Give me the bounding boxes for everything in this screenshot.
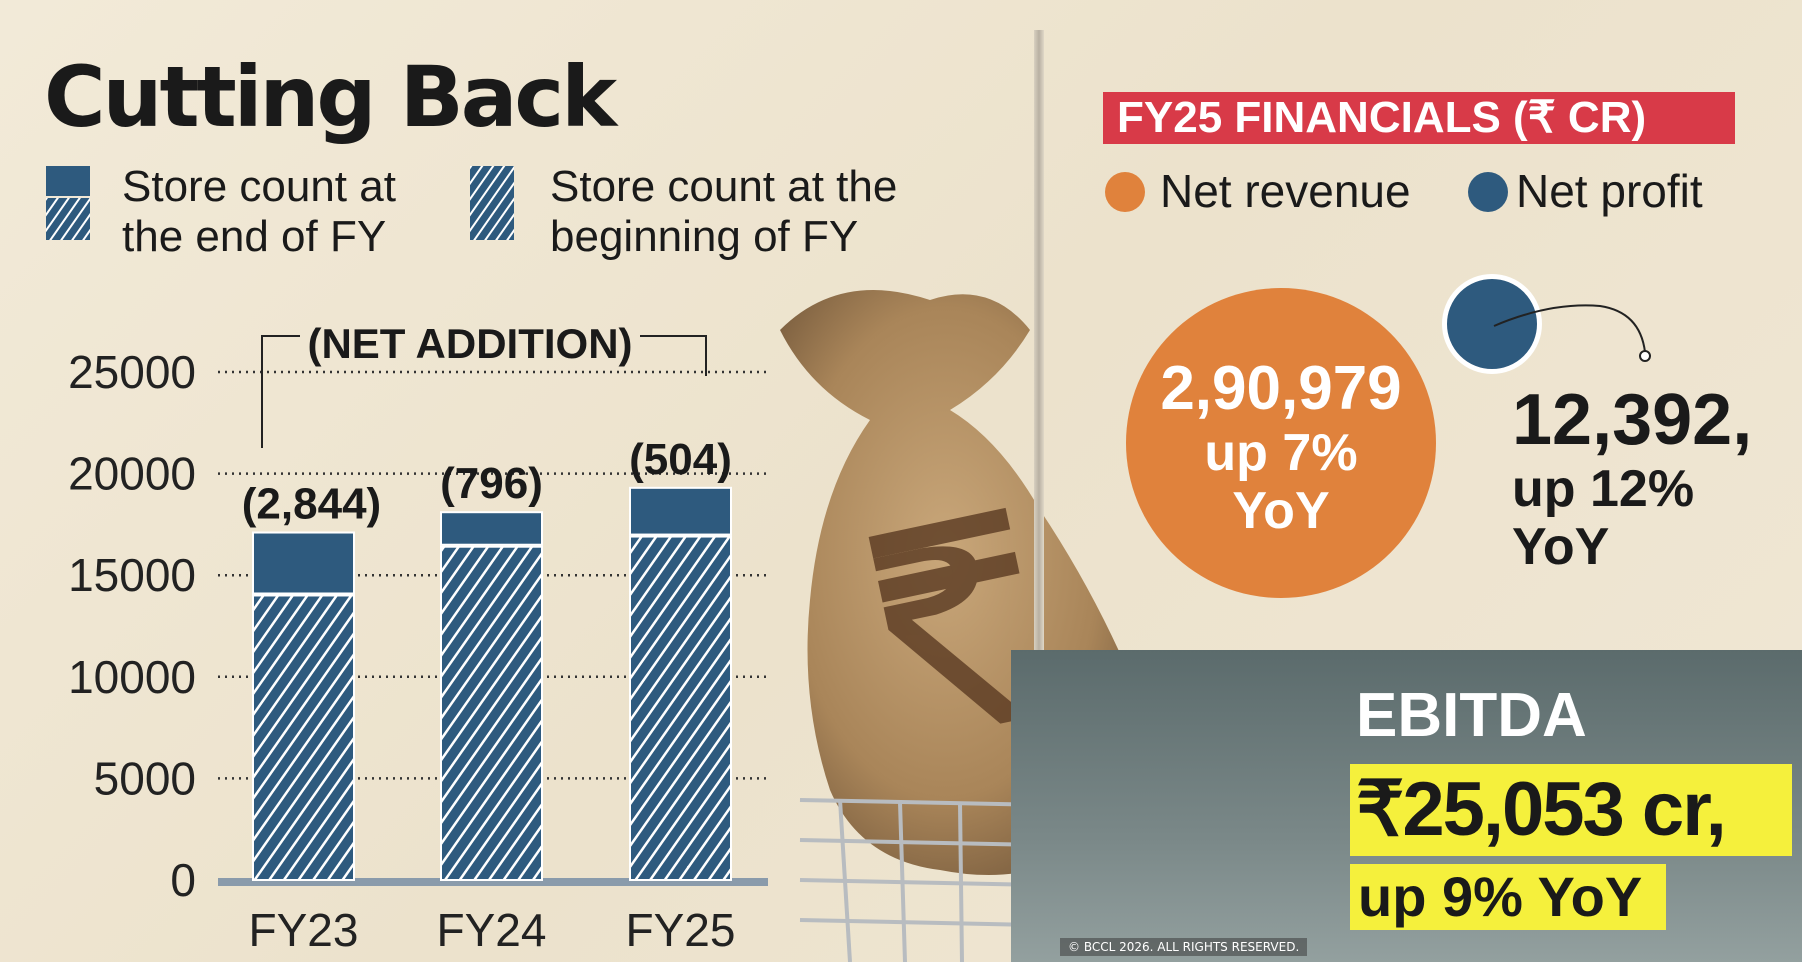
profit-connector-line [1493,304,1651,362]
y-tick-label: 20000 [68,448,196,500]
x-axis-baseline [218,878,768,886]
x-tick-label: FY24 [437,904,547,956]
legend-end-label: Store count at the end of FY [122,162,396,262]
section-divider [1034,30,1044,670]
net-addition-label: (2,844) [242,480,381,529]
net-profit-circle [1442,274,1542,374]
net-profit-change: up 12% [1512,460,1695,518]
legend-begin-label: Store count at the beginning of FY [550,162,897,262]
bar-beginning-of-fy [252,594,355,881]
y-tick-label: 25000 [68,346,196,398]
net-revenue-value: 2,90,979 [1160,354,1402,423]
y-tick-label: 10000 [68,651,196,703]
net-addition-label: (504) [629,435,732,484]
y-tick-label: 15000 [68,549,196,601]
net-revenue-legend-label: Net revenue [1160,165,1411,217]
y-tick-label: 0 [170,854,196,906]
copyright-notice: © BCCL 2026. ALL RIGHTS RESERVED. [1060,938,1308,956]
net-revenue-period: YoY [1232,482,1330,540]
x-tick-label: FY23 [249,904,359,956]
ebitda-change: up 9% YoY [1350,864,1666,930]
net-revenue-circle: 2,90,979 up 7% YoY [1126,288,1436,598]
bar-end-of-fy [629,486,732,536]
net-revenue-change: up 7% [1204,424,1358,482]
legend-end-icon [46,166,90,240]
x-tick-label: FY25 [626,904,736,956]
net-revenue-legend-dot [1105,172,1145,212]
legend-end-line1: Store count at [122,162,396,211]
net-addition-header: (NET ADDITION) [307,320,632,367]
y-tick-label: 5000 [94,752,196,804]
chart-title: Cutting Back [44,48,617,146]
net-profit-legend-dot [1468,172,1508,212]
bracket-left [261,335,300,448]
ebitda-value: ₹25,053 cr, [1350,764,1792,856]
net-addition-label: (796) [440,459,543,508]
bar-beginning-of-fy [629,535,732,881]
store-count-chart: 0 5000 10000 15000 20000 25000 FY23 (2,844) FY24… [68,320,770,956]
legend-begin-icon [470,166,514,240]
legend-end-line2: the end of FY [122,212,387,261]
legend-begin-line2: beginning of FY [550,212,859,261]
net-profit-period: YoY [1512,518,1610,576]
bracket-right [640,335,707,376]
bar-beginning-of-fy [440,545,543,881]
net-profit-text: 12,392, up 12% YoY [1512,380,1752,576]
financials-header: FY25 FINANCIALS (₹ CR) [1103,92,1735,144]
net-profit-value: 12,392, [1512,380,1753,460]
bar-end-of-fy [440,511,543,546]
ebitda-label: EBITDA [1356,681,1587,750]
net-profit-legend-label: Net profit [1516,165,1703,217]
bar-end-of-fy [252,531,355,595]
legend-begin-line1: Store count at the [550,162,898,211]
